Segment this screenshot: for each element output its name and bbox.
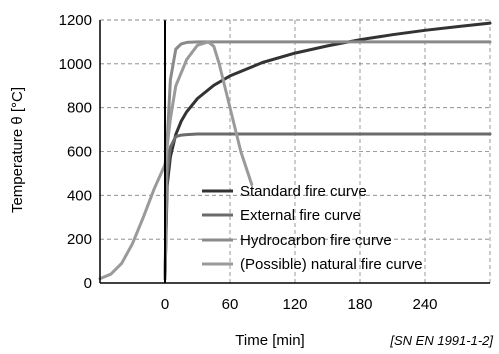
x-tick-label: 60 bbox=[222, 296, 239, 313]
y-tick-label: 200 bbox=[67, 231, 92, 248]
x-axis-title: Time [min] bbox=[235, 332, 304, 349]
legend: Standard fire curve External fire curve … bbox=[202, 183, 423, 273]
x-tick-label: 0 bbox=[161, 296, 169, 313]
series-line-natural bbox=[98, 40, 254, 281]
y-tick-label: 400 bbox=[67, 187, 92, 204]
tick-labels: 0 200 400 600 800 1000 1200 0 60 120 180 240 bbox=[59, 12, 438, 313]
series-line-hydrocarbon bbox=[163, 40, 492, 281]
y-tick-label: 0 bbox=[84, 275, 92, 292]
legend-label-natural: (Possible) natural fire curve bbox=[240, 256, 423, 273]
series-line-external bbox=[163, 132, 492, 281]
y-tick-label: 1200 bbox=[59, 12, 92, 29]
legend-label-hydrocarbon: Hydrocarbon fire curve bbox=[240, 232, 392, 249]
y-tick-label: 800 bbox=[67, 100, 92, 117]
x-tick-label: 240 bbox=[412, 296, 437, 313]
y-tick-label: 600 bbox=[67, 144, 92, 161]
legend-label-external: External fire curve bbox=[240, 207, 361, 224]
legend-label-standard: Standard fire curve bbox=[240, 183, 367, 200]
x-tick-label: 180 bbox=[347, 296, 372, 313]
source-note: [SN EN 1991-1-2] bbox=[389, 333, 493, 348]
axes bbox=[99, 19, 490, 284]
x-tick-label: 120 bbox=[282, 296, 307, 313]
y-axis-title: Temperature θ [°C] bbox=[9, 87, 26, 213]
series-lines bbox=[98, 21, 492, 281]
y-tick-label: 1000 bbox=[59, 56, 92, 73]
